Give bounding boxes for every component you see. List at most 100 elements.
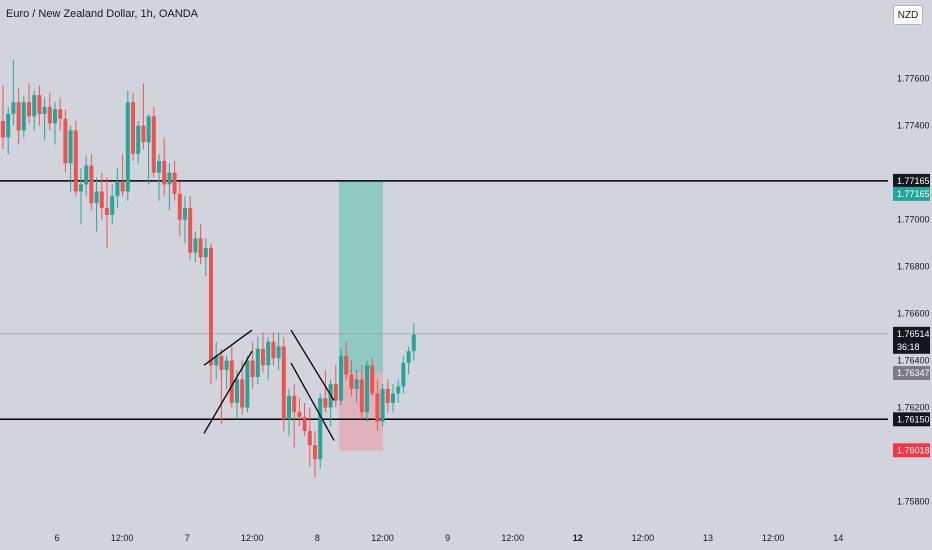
x-tick-label-4: 8 xyxy=(315,533,320,543)
x-tick-label-0: 6 xyxy=(54,533,59,543)
candle-body xyxy=(385,388,390,403)
candle xyxy=(287,388,291,436)
candle-body xyxy=(141,125,146,143)
candle-body xyxy=(11,102,16,114)
channel-1-line-1[interactable] xyxy=(290,362,335,441)
candle xyxy=(188,196,193,260)
time-axis[interactable]: 6 12:00 7 12:00 8 12:00 9 12:00 12 12:00 13 12:00 14 xyxy=(54,533,843,543)
candle-body xyxy=(37,95,42,114)
price-badge-bg xyxy=(893,366,930,381)
candle-body xyxy=(6,113,11,138)
channel-0-line-1[interactable] xyxy=(203,350,253,434)
candle-body xyxy=(79,184,83,192)
candle xyxy=(411,323,416,361)
candle xyxy=(141,83,146,150)
candle-body xyxy=(63,118,68,164)
candle xyxy=(172,160,177,201)
candle-body xyxy=(354,379,359,389)
candle-body xyxy=(131,102,135,154)
profit-zone[interactable] xyxy=(339,180,383,374)
candle xyxy=(339,348,343,406)
channel-drawings[interactable] xyxy=(203,329,335,441)
candle-body xyxy=(339,355,343,401)
candle-body xyxy=(177,193,182,220)
x-tick-label-11: 12:00 xyxy=(762,533,785,543)
candle-body xyxy=(287,395,291,420)
candle xyxy=(255,337,260,385)
candle-body xyxy=(380,388,385,422)
price-badge: 1.76514 xyxy=(893,326,930,341)
candle xyxy=(131,92,135,161)
candle-body xyxy=(323,398,328,408)
candle-body xyxy=(94,191,99,204)
candle-body xyxy=(162,160,167,185)
candle-body xyxy=(359,379,364,413)
candle xyxy=(110,184,115,225)
candle xyxy=(240,360,245,415)
price-badge-bg xyxy=(893,186,930,201)
candle xyxy=(354,369,359,403)
candle xyxy=(146,113,151,185)
candle-body xyxy=(245,360,250,408)
price-axis[interactable]: 1.77600 1.77400 1.77000 1.76800 1.76600 1.764… xyxy=(897,74,930,507)
candle-body xyxy=(411,334,416,352)
candle-body xyxy=(375,393,380,422)
candle xyxy=(167,163,172,211)
y-tick-label-3: 1.76800 xyxy=(897,262,930,272)
x-tick-label-9: 12:00 xyxy=(632,533,655,543)
candle-body xyxy=(120,182,125,192)
candle-body xyxy=(16,102,21,131)
candle xyxy=(58,97,63,131)
candle xyxy=(359,365,364,420)
candle-body xyxy=(333,384,338,401)
channel-1-line-0[interactable] xyxy=(290,329,335,401)
candle-body xyxy=(344,355,349,375)
candle xyxy=(396,379,401,403)
candle xyxy=(157,153,161,201)
candle-body xyxy=(391,393,395,403)
x-tick-label-8: 12 xyxy=(573,533,583,543)
currency-button[interactable]: NZD xyxy=(893,5,923,25)
candle xyxy=(94,177,99,232)
candle xyxy=(349,360,354,396)
candle xyxy=(63,109,68,173)
horizontal-lines[interactable] xyxy=(0,180,888,421)
candle-body xyxy=(1,121,5,138)
candle-body xyxy=(281,346,286,420)
candle-body xyxy=(396,386,401,394)
candle xyxy=(292,384,297,448)
candle xyxy=(219,348,224,424)
candle-body xyxy=(276,346,281,359)
price-badge-text: 1.76018 xyxy=(897,445,930,455)
candle xyxy=(297,398,302,427)
candle-body xyxy=(224,360,229,370)
candle xyxy=(401,355,406,394)
x-tick-label-7: 12:00 xyxy=(501,533,524,543)
candle xyxy=(105,177,109,248)
candle xyxy=(406,346,411,375)
candle xyxy=(307,407,312,467)
candle-body xyxy=(250,360,255,378)
price-badge-text: 1.77165 xyxy=(897,176,930,186)
price-badge-text: 1.77165 xyxy=(897,189,930,199)
candle xyxy=(261,332,265,373)
candle xyxy=(281,337,286,432)
candle-body xyxy=(365,365,369,413)
candle-body xyxy=(157,160,161,173)
price-badge: 1.76347 xyxy=(893,366,930,381)
candle xyxy=(99,172,104,220)
candle-body xyxy=(47,106,52,124)
candle xyxy=(183,196,187,244)
candle xyxy=(162,137,167,197)
candle xyxy=(1,85,5,150)
candle-body xyxy=(214,355,219,366)
candle-body xyxy=(219,355,224,370)
channel-0-line-0[interactable] xyxy=(203,329,253,366)
candle xyxy=(42,97,47,140)
price-badge-text: 1.76514 xyxy=(897,329,930,339)
candle xyxy=(344,341,349,380)
candle-body xyxy=(84,165,89,185)
candle xyxy=(266,337,271,380)
y-tick-label-7: 1.75800 xyxy=(897,497,930,507)
